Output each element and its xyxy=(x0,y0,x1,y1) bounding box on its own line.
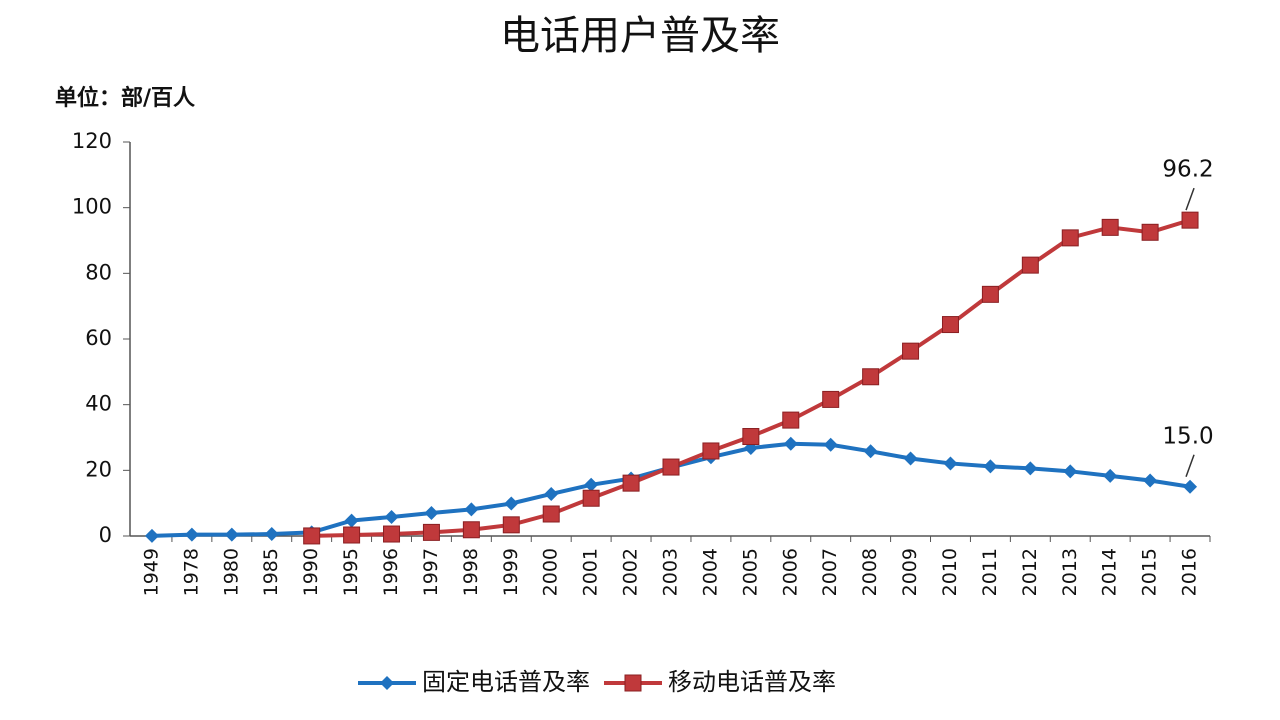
marker xyxy=(783,436,798,451)
marker xyxy=(383,525,401,543)
chart-title: 电话用户普及率 xyxy=(500,13,780,59)
marker xyxy=(464,502,479,517)
marker xyxy=(981,285,999,303)
marker xyxy=(502,516,520,534)
unit-label: 单位：部/百人 xyxy=(55,85,195,111)
marker xyxy=(264,527,279,542)
marker xyxy=(823,437,838,452)
marker xyxy=(424,506,439,521)
marker xyxy=(1023,461,1038,476)
x-tick-label: 2010 xyxy=(939,548,961,596)
series-line xyxy=(311,218,1191,538)
x-tick-label: 2009 xyxy=(899,548,921,596)
marker xyxy=(902,342,920,360)
marker xyxy=(144,528,159,543)
marker xyxy=(622,474,640,492)
marker xyxy=(380,676,394,690)
marker xyxy=(384,509,399,524)
series-line xyxy=(151,441,1191,538)
marker xyxy=(941,316,959,334)
x-tick-label: 2013 xyxy=(1059,548,1081,596)
x-tick-label: 1990 xyxy=(300,548,322,596)
y-tick-label: 0 xyxy=(99,523,112,547)
marker xyxy=(742,428,760,446)
marker xyxy=(662,458,680,476)
marker xyxy=(184,527,199,542)
marker xyxy=(943,456,958,471)
label-leader xyxy=(1185,454,1195,478)
marker xyxy=(1181,211,1199,229)
marker xyxy=(544,486,559,501)
x-tick-label: 1995 xyxy=(340,548,362,596)
x-tick-label: 2007 xyxy=(819,548,841,596)
data-label: 15.0 xyxy=(1162,423,1213,449)
x-tick-label: 1999 xyxy=(500,548,522,596)
y-tick-label: 40 xyxy=(85,392,112,416)
x-tick-label: 2001 xyxy=(580,548,602,596)
x-tick-label: 2012 xyxy=(1019,548,1041,596)
marker xyxy=(542,505,560,523)
marker xyxy=(1141,223,1159,241)
x-tick-label: 2002 xyxy=(620,548,642,596)
marker xyxy=(422,523,440,541)
marker xyxy=(584,477,599,492)
marker xyxy=(624,674,642,692)
x-tick-label: 2015 xyxy=(1139,548,1161,596)
y-tick-label: 120 xyxy=(72,129,112,153)
marker xyxy=(1063,464,1078,479)
label-leader xyxy=(1185,187,1195,211)
y-tick-label: 100 xyxy=(72,195,112,219)
marker xyxy=(504,496,519,511)
marker xyxy=(1183,479,1198,494)
marker xyxy=(862,368,880,386)
marker xyxy=(903,451,918,466)
marker xyxy=(702,442,720,460)
y-tick-label: 20 xyxy=(85,457,112,481)
x-tick-label: 1978 xyxy=(180,548,202,596)
marker xyxy=(343,526,361,544)
marker xyxy=(1143,473,1158,488)
x-tick-label: 2011 xyxy=(979,548,1001,596)
marker xyxy=(782,411,800,429)
y-tick-label: 60 xyxy=(85,326,112,350)
x-tick-label: 2005 xyxy=(739,548,761,596)
x-tick-label: 1949 xyxy=(140,548,162,596)
x-tick-label: 2000 xyxy=(540,548,562,596)
x-tick-label: 1985 xyxy=(260,548,282,596)
marker xyxy=(822,390,840,408)
x-tick-label: 1980 xyxy=(220,548,242,596)
marker xyxy=(582,489,600,507)
x-tick-label: 2016 xyxy=(1179,548,1201,596)
x-tick-label: 2004 xyxy=(699,548,721,596)
marker xyxy=(983,459,998,474)
x-tick-label: 2006 xyxy=(779,548,801,596)
x-tick-label: 2008 xyxy=(859,548,881,596)
legend-label: 移动电话普及率 xyxy=(668,668,836,696)
legend-item: 固定电话普及率 xyxy=(358,668,590,696)
x-tick-label: 1998 xyxy=(460,548,482,596)
marker xyxy=(1101,218,1119,236)
x-tick-label: 1997 xyxy=(420,548,442,596)
data-label: 96.2 xyxy=(1162,157,1213,183)
marker xyxy=(1103,468,1118,483)
marker xyxy=(344,513,359,528)
x-tick-label: 2014 xyxy=(1099,548,1121,596)
x-tick-label: 2003 xyxy=(660,548,682,596)
marker xyxy=(303,527,321,545)
marker xyxy=(462,521,480,539)
marker xyxy=(863,444,878,459)
marker xyxy=(1061,229,1079,247)
marker xyxy=(1021,256,1039,274)
legend-item: 移动电话普及率 xyxy=(604,668,836,696)
y-tick-label: 80 xyxy=(85,260,112,284)
x-tick-label: 1996 xyxy=(380,548,402,596)
legend-label: 固定电话普及率 xyxy=(422,668,590,696)
marker xyxy=(224,527,239,542)
